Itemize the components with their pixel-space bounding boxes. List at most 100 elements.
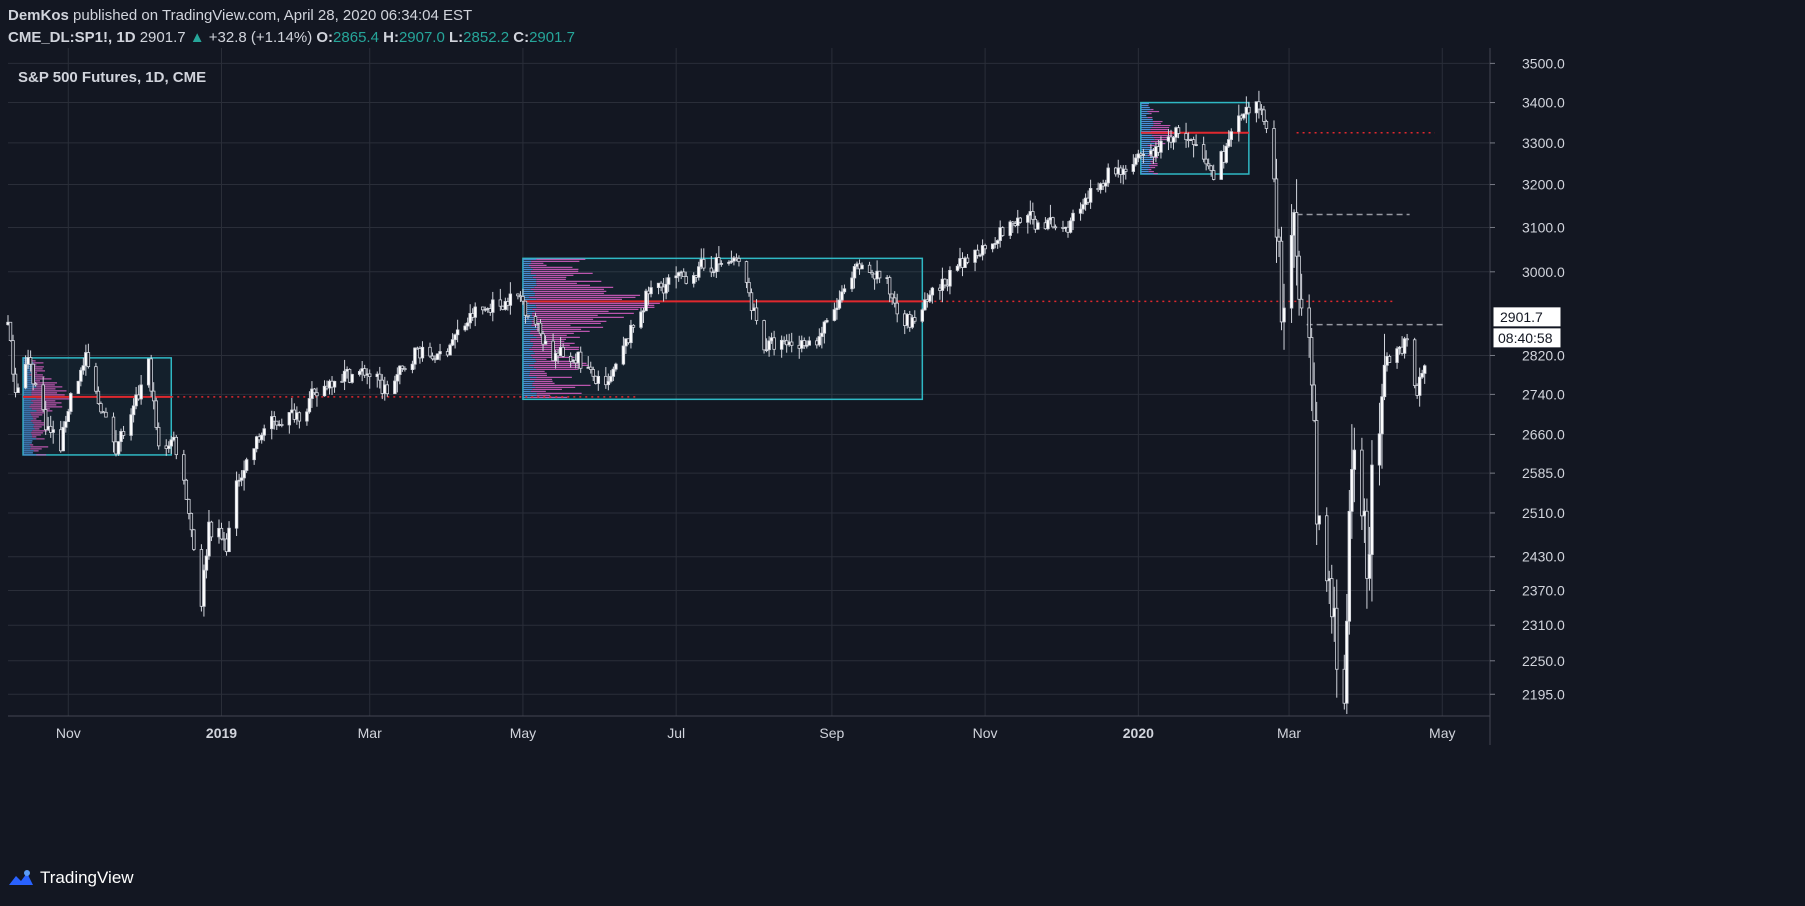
candle-body [892,297,897,304]
candle-body [1294,212,1299,257]
candle-body [983,245,987,250]
candle-body [1402,338,1407,354]
candle-body [842,288,847,293]
candle-body [244,459,249,471]
candle-body [51,429,55,433]
candle-body [1279,240,1284,323]
candle-body [1312,384,1316,421]
candle-body [96,390,101,404]
candle-body [450,339,455,346]
candle-body [41,384,45,411]
last-price-label: 2901.7 [1500,309,1543,325]
candle-body [1272,128,1276,180]
candle-body [890,293,894,299]
candle-body [1211,170,1216,180]
candle-body [930,287,935,296]
candle-body [553,352,558,362]
candle-body [307,398,312,413]
candle-body [420,346,425,359]
candle-body [481,306,485,311]
close-label: C: [513,29,530,46]
candle-body [79,369,83,382]
candle-body [332,380,337,388]
candle-body [802,340,806,346]
candle-body [187,498,191,514]
candle-body [837,299,842,309]
symbol-label: CME_DL:SP1!, 1D [8,29,136,46]
candle-body [81,365,86,371]
candle-body [438,351,442,355]
candle-body [403,368,407,371]
candle-body [1204,158,1208,165]
candle-body [1088,188,1093,203]
candle-body [69,393,73,412]
candle-body [262,428,266,436]
candle-body [993,243,997,245]
candle-body [116,441,121,455]
candle-body [1309,337,1314,386]
candle-body [832,309,837,321]
candle-body [1264,121,1269,129]
candle-body [99,403,103,413]
candle-body [104,411,108,418]
candle-body [189,513,194,531]
candle-body [435,353,440,360]
close-value: 2901.7 [529,29,575,46]
candle-body [516,293,520,297]
candle-body [609,375,613,382]
candle-body [1078,208,1083,214]
publish-info: published on TradingView.com, April 28, … [68,7,473,24]
candle-body [1422,365,1427,374]
brand-name[interactable]: TradingView [40,868,134,887]
candle-body [1299,298,1304,309]
candle-body [754,307,759,321]
x-tick-label: Nov [973,725,998,741]
candle-body [870,272,874,275]
candle-body [817,336,822,346]
candle-body [762,320,766,351]
y-tick-label: 3100.0 [1522,219,1565,235]
value-area-box [522,257,924,401]
candle-body [157,427,161,447]
author-name[interactable]: DemKos [8,7,69,24]
candle-body [1124,168,1128,172]
candle-body [239,477,244,481]
candle-body [978,254,982,257]
candle-body [807,340,811,346]
y-tick-label: 3200.0 [1522,177,1565,193]
candle-body [305,411,309,422]
candle-body [1317,515,1321,525]
candle-body [732,257,736,262]
candle-body [664,283,668,294]
candle-body [287,412,292,426]
candle-body [119,431,123,443]
candle-body [1008,221,1012,236]
candle-body [86,352,91,368]
candle-body [1159,140,1163,153]
candle-body [790,341,794,346]
candle-body [413,347,417,365]
candle-body [538,322,543,335]
candle-body [342,370,347,382]
candle-body [16,387,20,394]
candle-body [533,316,538,325]
candle-body [1171,137,1176,143]
candle-body [727,261,731,264]
candle-body [1103,182,1108,187]
open-value: 2865.4 [333,29,379,46]
candle-body [121,431,126,436]
candle-body [1380,396,1384,435]
candle-body [378,373,382,381]
candle-body [719,263,724,265]
candle-body [521,296,525,302]
candle-body [631,324,636,328]
x-tick-label: Sep [819,725,844,741]
x-tick-label: Nov [56,725,81,741]
candle-body [1224,145,1228,163]
candle-body [473,306,477,318]
candle-body [1420,373,1424,378]
candles [6,90,1427,714]
candle-body [491,299,495,313]
candle-body [825,320,829,323]
